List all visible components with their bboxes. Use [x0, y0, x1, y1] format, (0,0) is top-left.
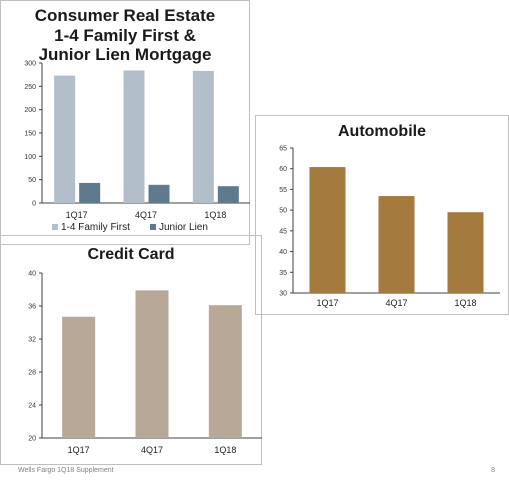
credit-card-bar: [135, 290, 169, 438]
mortgage-y-tick-label: 100: [24, 154, 36, 161]
automobile-chart-panel: 30 35 40 45 50 55 60 65 1Q17 4Q17 1Q18 Automobile: [255, 115, 509, 315]
credit-card-y-tick-label: 28: [28, 370, 36, 377]
mortgage-bar-first: [192, 70, 214, 203]
mortgage-chart-title: Consumer Real Estate 1-4 Family First & …: [0, 6, 250, 65]
automobile-chart-title: Automobile: [338, 123, 426, 140]
credit-card-chart-title: Credit Card: [87, 246, 175, 263]
mortgage-y-tick-label: 300: [24, 61, 36, 68]
credit-card-y-tick-label: 20: [28, 436, 36, 443]
footer-text: Wells Fargo 1Q18 Supplement: [18, 467, 114, 474]
mortgage-x-tick-label: 1Q18: [204, 210, 226, 220]
mortgage-bar-junior: [217, 186, 239, 203]
credit-card-y-tick-label: 32: [28, 337, 36, 344]
automobile-y-tick-label: 65: [279, 146, 287, 153]
credit-card-y-tick-label: 24: [28, 403, 36, 410]
legend-swatch-first: [52, 224, 58, 230]
credit-card-border: [0, 235, 262, 465]
mortgage-title-line-3: Junior Lien Mortgage: [38, 45, 212, 64]
mortgage-x-tick-label: 1Q17: [66, 210, 88, 220]
mortgage-x-tick-label: 4Q17: [135, 210, 157, 220]
mortgage-y-tick-label: 0: [32, 201, 36, 208]
automobile-y-tick-label: 60: [279, 166, 287, 173]
legend-swatch-junior: [150, 224, 156, 230]
mortgage-chart-svg: 0 50 100 150 200 250 300 1Q17 4Q17 1Q18 1-4 Family…: [0, 0, 250, 245]
mortgage-border: [0, 0, 250, 245]
mortgage-bar-first: [54, 75, 76, 203]
automobile-y-tick-label: 30: [279, 291, 287, 298]
mortgage-title-line-1: Consumer Real Estate: [34, 6, 216, 25]
mortgage-y-tick-label: 50: [28, 177, 36, 184]
credit-card-x-tick-label: 1Q17: [68, 445, 90, 455]
automobile-x-tick-label: 1Q17: [316, 298, 338, 308]
credit-card-y-tick-label: 40: [28, 271, 36, 278]
mortgage-y-tick-label: 250: [24, 84, 36, 91]
mortgage-y-tick-label: 150: [24, 131, 36, 138]
automobile-y-tick-label: 50: [279, 208, 287, 215]
automobile-bar: [447, 212, 484, 293]
mortgage-bar-junior: [79, 182, 101, 203]
credit-card-bar: [208, 305, 242, 438]
automobile-y-tick-label: 40: [279, 249, 287, 256]
credit-card-bar: [62, 316, 96, 438]
mortgage-title-line-2: 1-4 Family First &: [54, 25, 196, 45]
automobile-y-tick-label: 55: [279, 187, 287, 194]
mortgage-y-tick-label: 200: [24, 107, 36, 114]
credit-card-chart-panel: 20 24 28 32 36 40 1Q17 4Q17 1Q18 Credit Card: [0, 235, 262, 465]
page-number: 8: [491, 467, 495, 474]
automobile-y-tick-label: 45: [279, 228, 287, 235]
credit-card-chart-svg: 20 24 28 32 36 40 1Q17 4Q17 1Q18: [0, 235, 262, 465]
automobile-y-tick-label: 35: [279, 270, 287, 277]
credit-card-x-tick-label: 1Q18: [214, 445, 236, 455]
legend-label-first: 1-4 Family First: [61, 222, 130, 233]
automobile-x-tick-label: 4Q17: [385, 298, 407, 308]
automobile-bar: [309, 167, 346, 293]
automobile-bar: [378, 196, 415, 293]
legend-label-junior: Junior Lien: [159, 222, 208, 233]
automobile-x-tick-label: 1Q18: [454, 298, 476, 308]
credit-card-y-tick-label: 36: [28, 304, 36, 311]
mortgage-chart-panel: Consumer Real Estate 1-4 Family First & …: [0, 0, 250, 245]
mortgage-bar-junior: [148, 184, 170, 203]
credit-card-x-tick-label: 4Q17: [141, 445, 163, 455]
mortgage-bar-first: [123, 70, 145, 203]
automobile-chart-svg: 30 35 40 45 50 55 60 65 1Q17 4Q17 1Q18: [255, 115, 509, 315]
